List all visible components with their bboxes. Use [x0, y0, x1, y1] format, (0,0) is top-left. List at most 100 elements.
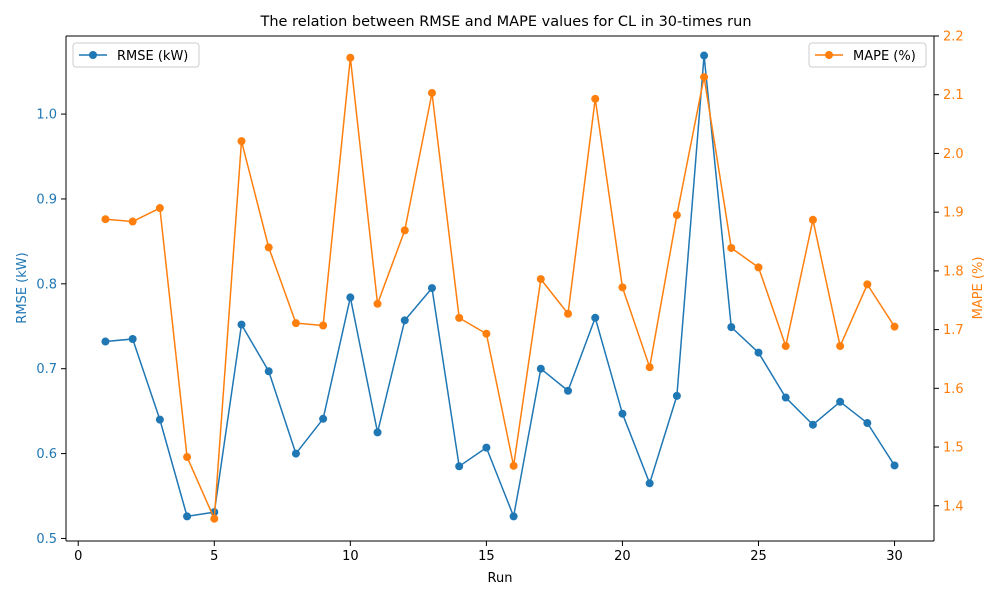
- series-mape-point: [863, 280, 872, 289]
- series-mape-point: [482, 329, 491, 338]
- y-axis-left-label: RMSE (kW): [15, 252, 30, 323]
- series-mape-point: [237, 137, 246, 146]
- legend-rmse-marker: [89, 51, 97, 59]
- y-right-tick-label: 2.2: [943, 30, 964, 45]
- series-rmse-point: [373, 428, 382, 437]
- legend-rmse: RMSE (kW): [72, 42, 200, 68]
- series-mape-point: [455, 313, 464, 322]
- chart-title: The relation between RMSE and MAPE value…: [259, 14, 751, 30]
- series-rmse-point: [427, 284, 436, 293]
- series-rmse-point: [890, 461, 899, 470]
- series-mape-point: [890, 322, 899, 331]
- series-rmse-point: [808, 420, 817, 429]
- x-tick-label: 5: [210, 549, 218, 564]
- y-right-tick-label: 2.1: [943, 88, 964, 103]
- series-rmse-point: [319, 414, 328, 423]
- series-rmse-point: [536, 364, 545, 373]
- x-tick-label: 30: [886, 549, 903, 564]
- series-mape-point: [808, 215, 817, 224]
- series-mape-point: [183, 453, 192, 462]
- series-rmse-point: [618, 409, 627, 418]
- series-rmse-point: [781, 393, 790, 402]
- y-right-tick-label: 2.0: [943, 147, 964, 162]
- series-mape-point: [427, 88, 436, 97]
- series-mape-point: [509, 461, 518, 470]
- series-rmse-point: [128, 335, 137, 343]
- y-axis-right-label: MAPE (%): [971, 257, 986, 320]
- series-mape-point: [781, 342, 790, 351]
- series-rmse-point: [591, 313, 600, 322]
- series-rmse-point: [645, 479, 654, 488]
- series-mape-point: [101, 215, 110, 224]
- y-left-tick-label: 0.9: [36, 192, 57, 207]
- y-left-tick-label: 0.7: [36, 362, 57, 377]
- series-rmse-point: [564, 386, 573, 395]
- plot-area: [66, 36, 934, 541]
- series-mape-point: [591, 94, 600, 103]
- series-rmse-point: [863, 419, 872, 428]
- y-left-tick-label: 0.6: [36, 447, 57, 462]
- axes-layer: 0 5 10 15 20 25 30 0.5 0.6 0.7 0.8 0.9 1.0 1.4 1.5 1.6 1…: [36, 30, 963, 565]
- series-mape-point: [727, 243, 736, 252]
- series-mape: [101, 53, 899, 523]
- series-mape-point: [155, 204, 164, 213]
- series-rmse-point: [727, 323, 736, 332]
- series-rmse-point: [400, 316, 409, 325]
- x-tick-label: 10: [342, 549, 359, 564]
- y-right-tick-label: 1.9: [943, 206, 964, 221]
- series-mape-point: [400, 226, 409, 235]
- series-mape-point: [373, 299, 382, 308]
- lines-layer: [101, 51, 899, 523]
- series-rmse-point: [455, 462, 464, 471]
- y-right-tick-label: 1.5: [943, 441, 964, 456]
- series-rmse-point: [264, 367, 273, 376]
- series-rmse-point: [836, 397, 845, 406]
- series-mape-point: [754, 263, 763, 272]
- series-mape-point: [536, 275, 545, 284]
- series-mape-point: [645, 363, 654, 372]
- y-right-tick-label: 1.6: [943, 382, 964, 397]
- x-tick-label: 15: [478, 549, 495, 564]
- x-tick-label: 20: [614, 549, 631, 564]
- series-rmse-point: [672, 391, 681, 400]
- series-mape-point: [319, 321, 328, 330]
- y-right-tick-label: 1.4: [943, 499, 964, 514]
- legend-mape-box: [808, 42, 927, 68]
- series-rmse: [101, 51, 899, 521]
- series-rmse-point: [291, 449, 300, 458]
- series-mape-point: [346, 53, 355, 62]
- x-tick-label: 25: [750, 549, 767, 564]
- y-right-tick-label: 1.7: [943, 323, 964, 338]
- series-rmse-point: [346, 293, 355, 302]
- series-mape-point: [618, 283, 627, 292]
- series-mape-point: [128, 217, 137, 226]
- legend-mape-marker: [825, 51, 833, 59]
- series-rmse-point: [237, 320, 246, 329]
- series-mape-point: [700, 73, 709, 82]
- series-mape-point: [210, 514, 219, 523]
- series-mape-point: [672, 211, 681, 220]
- series-rmse-line: [105, 54, 896, 518]
- series-rmse-point: [509, 512, 518, 521]
- series-mape-point: [564, 309, 573, 318]
- y-left-tick-label: 0.5: [36, 532, 57, 547]
- series-rmse-point: [183, 512, 192, 521]
- x-axis-label: Run: [488, 571, 513, 586]
- legend-mape-label: MAPE (%): [853, 49, 916, 64]
- series-mape-point: [264, 243, 273, 252]
- x-tick-label: 0: [74, 549, 82, 564]
- series-mape-line: [105, 56, 896, 520]
- series-mape-point: [836, 342, 845, 351]
- y-right-tick-label: 1.8: [943, 264, 964, 279]
- legend-rmse-box: [72, 42, 200, 68]
- legend-mape: MAPE (%): [808, 42, 927, 68]
- series-rmse-point: [101, 337, 110, 346]
- series-rmse-point: [482, 443, 491, 452]
- y-left-tick-label: 0.8: [36, 277, 57, 292]
- series-rmse-point: [700, 51, 709, 60]
- y-left-tick-label: 1.0: [36, 108, 57, 123]
- series-rmse-point: [754, 348, 763, 357]
- legend-rmse-label: RMSE (kW): [117, 49, 188, 64]
- series-mape-point: [291, 319, 300, 328]
